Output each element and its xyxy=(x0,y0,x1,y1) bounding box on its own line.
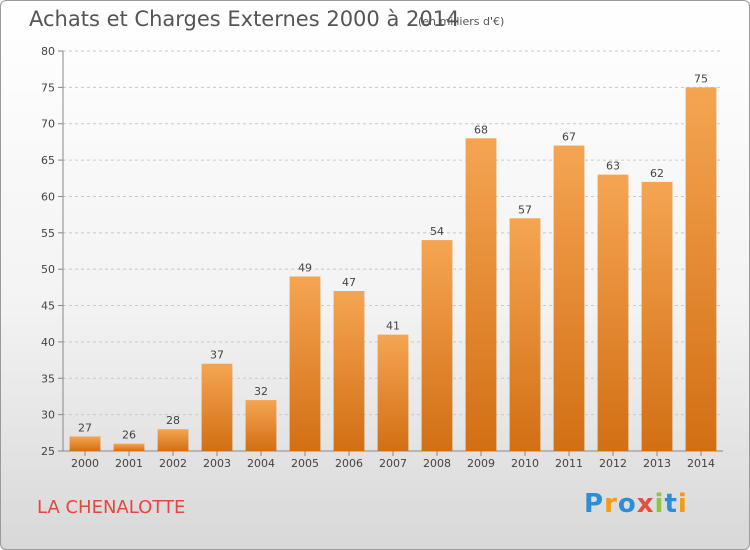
y-tick-label: 30 xyxy=(41,409,55,422)
y-tick-label: 60 xyxy=(41,190,55,203)
y-tick-label: 55 xyxy=(41,227,55,240)
data-label: 62 xyxy=(650,167,664,180)
bar xyxy=(69,436,101,451)
x-tick-label: 2001 xyxy=(115,457,143,470)
logo-letter: P xyxy=(584,489,605,519)
data-label: 41 xyxy=(386,320,400,333)
y-tick-label: 40 xyxy=(41,336,55,349)
y-tick-label: 25 xyxy=(41,445,55,458)
data-label: 75 xyxy=(694,72,708,85)
y-tick-label: 50 xyxy=(41,263,55,276)
x-tick-label: 2013 xyxy=(643,457,671,470)
bar xyxy=(157,429,189,451)
bar xyxy=(553,145,585,451)
y-tick-label: 35 xyxy=(41,372,55,385)
data-label: 67 xyxy=(562,131,576,144)
bar xyxy=(333,291,365,451)
x-tick-label: 2003 xyxy=(203,457,231,470)
y-tick-label: 75 xyxy=(41,81,55,94)
chart-title: Achats et Charges Externes 2000 à 2014 xyxy=(29,7,460,31)
bar xyxy=(465,138,497,452)
logo-letter: t xyxy=(664,489,678,519)
y-tick-label: 45 xyxy=(41,300,55,313)
labels: 25 30 35 40 45 50 55 60 65 70 75 80 27 2000 26 2001 28 20… xyxy=(41,45,715,470)
x-tick-label: 2011 xyxy=(555,457,583,470)
data-label: 57 xyxy=(518,203,532,216)
bar xyxy=(641,181,673,451)
data-label: 47 xyxy=(342,276,356,289)
proxiti-logo[interactable]: Proxiti xyxy=(584,489,688,519)
x-tick-label: 2006 xyxy=(335,457,363,470)
logo-letter: r xyxy=(604,489,618,519)
y-tick-label: 70 xyxy=(41,118,55,131)
logo-letter: o xyxy=(617,489,637,519)
x-tick-label: 2007 xyxy=(379,457,407,470)
data-label: 37 xyxy=(210,349,224,362)
data-label: 26 xyxy=(122,429,136,442)
logo-letter: i xyxy=(654,489,665,519)
x-tick-label: 2004 xyxy=(247,457,275,470)
y-tick-label: 65 xyxy=(41,154,55,167)
logo-letter: i xyxy=(677,489,688,519)
bar xyxy=(113,443,145,451)
x-tick-label: 2009 xyxy=(467,457,495,470)
place-name: LA CHENALOTTE xyxy=(37,497,186,518)
x-tick-label: 2008 xyxy=(423,457,451,470)
chart-subtitle: (en milliers d'€) xyxy=(418,15,505,28)
x-tick-label: 2002 xyxy=(159,457,187,470)
bar xyxy=(509,218,541,451)
y-tick-label: 80 xyxy=(41,45,55,58)
data-label: 49 xyxy=(298,261,312,274)
x-tick-label: 2014 xyxy=(687,457,715,470)
bar xyxy=(685,87,717,451)
bar xyxy=(289,276,321,451)
bar xyxy=(201,363,233,451)
bar xyxy=(245,400,277,451)
bars xyxy=(69,87,717,452)
bar xyxy=(597,174,629,452)
data-label: 54 xyxy=(430,225,444,238)
data-label: 68 xyxy=(474,123,488,136)
bar xyxy=(421,240,453,451)
bar xyxy=(377,334,409,451)
data-label: 63 xyxy=(606,160,620,173)
x-tick-label: 2012 xyxy=(599,457,627,470)
data-label: 32 xyxy=(254,385,268,398)
data-label: 27 xyxy=(78,421,92,434)
x-tick-label: 2005 xyxy=(291,457,319,470)
x-tick-label: 2010 xyxy=(511,457,539,470)
logo-letter: x xyxy=(636,489,655,519)
data-label: 28 xyxy=(166,414,180,427)
x-tick-label: 2000 xyxy=(71,457,99,470)
